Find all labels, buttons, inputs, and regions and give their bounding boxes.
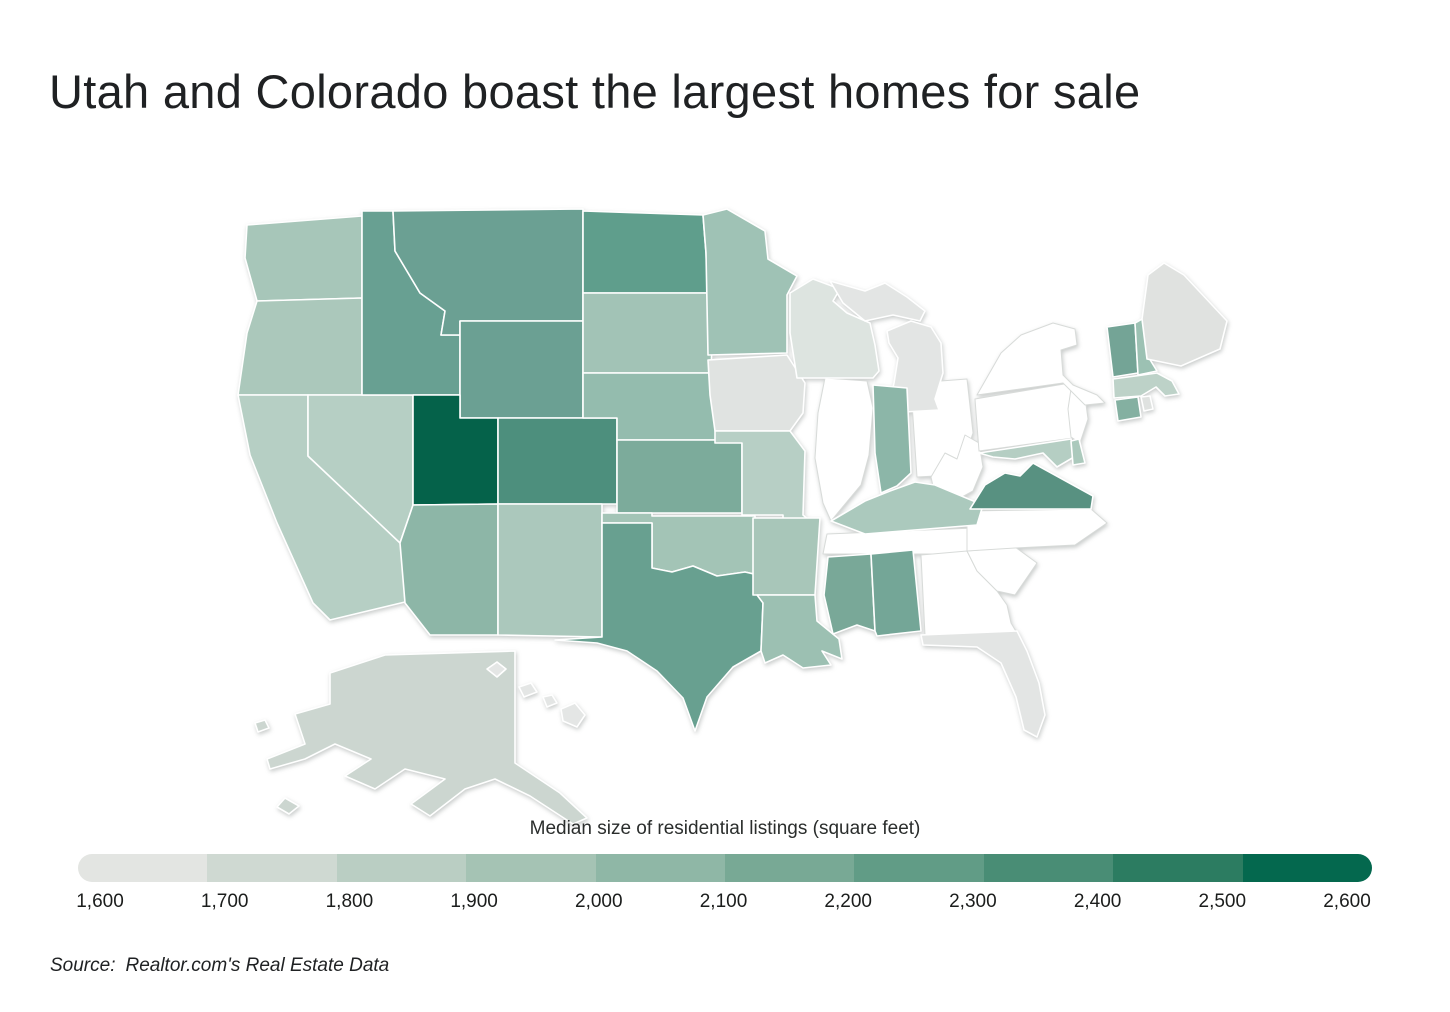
legend-tick-labels: 1,600 1,700 1,800 1,900 2,000 2,100 2,200 2,300…: [76, 891, 1372, 915]
legend-tick-1700: 1,700: [200, 891, 249, 912]
state-WY[interactable]: Wyoming: 2170: [459, 320, 584, 419]
state-OR[interactable]: Oregon: 1930: [237, 297, 363, 396]
legend-segment-1: [207, 854, 337, 882]
state-NM[interactable]: New Mexico: 1890: [497, 503, 603, 638]
state-CO[interactable]: Colorado: 2320: [497, 417, 618, 505]
state-IA[interactable]: Iowa: 1630: [707, 354, 806, 432]
legend-tick-2300: 2,300: [949, 891, 997, 912]
state-SD[interactable]: South Dakota: 1920: [582, 292, 714, 374]
state-HI[interactable]: Hawaii: 1600: [486, 661, 586, 728]
state-ND[interactable]: North Dakota: 2230: [582, 210, 709, 294]
legend-tick-2400: 2,400: [1073, 891, 1122, 912]
state-MA[interactable]: Massachusetts: 1810: [1112, 372, 1180, 399]
legend-segment-9: [1242, 854, 1372, 882]
state-DE[interactable]: Delaware: 1900: [1070, 438, 1086, 466]
legend-tick-2100: 2,100: [699, 891, 748, 912]
legend-tick-2000: 2,000: [575, 891, 623, 912]
state-ME[interactable]: Maine: 1650: [1141, 262, 1228, 367]
state-RI[interactable]: Rhode Island: 1650: [1140, 395, 1154, 412]
source-label: Source:: [50, 955, 116, 976]
state-MI[interactable]: Michigan: 1620: [829, 280, 944, 414]
legend-tick-1900: 1,900: [450, 891, 498, 912]
state-NY[interactable]: New York: [976, 322, 1106, 406]
page-title: Utah and Colorado boast the largest home…: [49, 65, 1141, 119]
state-MN[interactable]: Minnesota: 1940: [702, 208, 798, 356]
state-WA[interactable]: Washington: 1940: [244, 215, 363, 302]
legend-segment-3: [466, 854, 596, 882]
legend-tick-2500: 2,500: [1198, 891, 1247, 912]
legend-segment-4: [595, 854, 726, 882]
source-line: Source: Realtor.com's Real Estate Data: [50, 955, 389, 977]
legend-title: Median size of residential listings (squ…: [529, 818, 921, 839]
legend-tick-1600: 1,600: [76, 891, 124, 912]
state-AZ[interactable]: Arizona: 2040: [399, 503, 499, 636]
state-AR[interactable]: Arkansas: 1930: [752, 517, 821, 596]
state-LA[interactable]: Louisiana: 1980: [756, 594, 843, 669]
legend-tick-2600: 2,600: [1323, 891, 1371, 912]
legend-segment-0: [78, 854, 208, 882]
legend-segment-6: [854, 854, 984, 882]
us-map-svg: IllinoisOhioTennesseeGeorgiaSouth Caroli…: [237, 208, 1228, 825]
us-choropleth-map: IllinoisOhioTennesseeGeorgiaSouth Caroli…: [225, 203, 1235, 831]
state-AL[interactable]: Alabama: 2130: [870, 549, 922, 637]
state-AK[interactable]: Alaska: 1730: [254, 650, 588, 825]
state-VA[interactable]: Virginia: 2300: [969, 462, 1094, 510]
legend-tick-2200: 2,200: [824, 891, 872, 912]
state-VT[interactable]: Vermont: 2150: [1106, 322, 1139, 378]
legend-segment-7: [983, 854, 1114, 882]
legend: Median size of residential listings (squ…: [76, 818, 1372, 915]
state-CT[interactable]: Connecticut: 2050: [1114, 396, 1142, 422]
legend-segment-5: [725, 854, 855, 882]
state-IL[interactable]: Illinois: [814, 377, 874, 522]
legend-color-bar: [78, 854, 1372, 882]
state-TX[interactable]: Texas: 2180: [554, 522, 764, 732]
state-NC[interactable]: North Carolina: [966, 508, 1108, 552]
state-KS[interactable]: Kansas: 2110: [616, 439, 743, 514]
source-text: Realtor.com's Real Estate Data: [125, 955, 390, 976]
state-KY[interactable]: Kentucky: 1900: [830, 481, 984, 535]
legend-segment-8: [1113, 854, 1243, 882]
state-IN[interactable]: Indiana: 2040: [872, 384, 912, 494]
legend-tick-1800: 1,800: [325, 891, 374, 912]
state-MS[interactable]: Mississippi: 2120: [823, 553, 876, 635]
state-FL[interactable]: Florida: 1610: [920, 630, 1046, 738]
legend-segment-2: [336, 854, 467, 882]
